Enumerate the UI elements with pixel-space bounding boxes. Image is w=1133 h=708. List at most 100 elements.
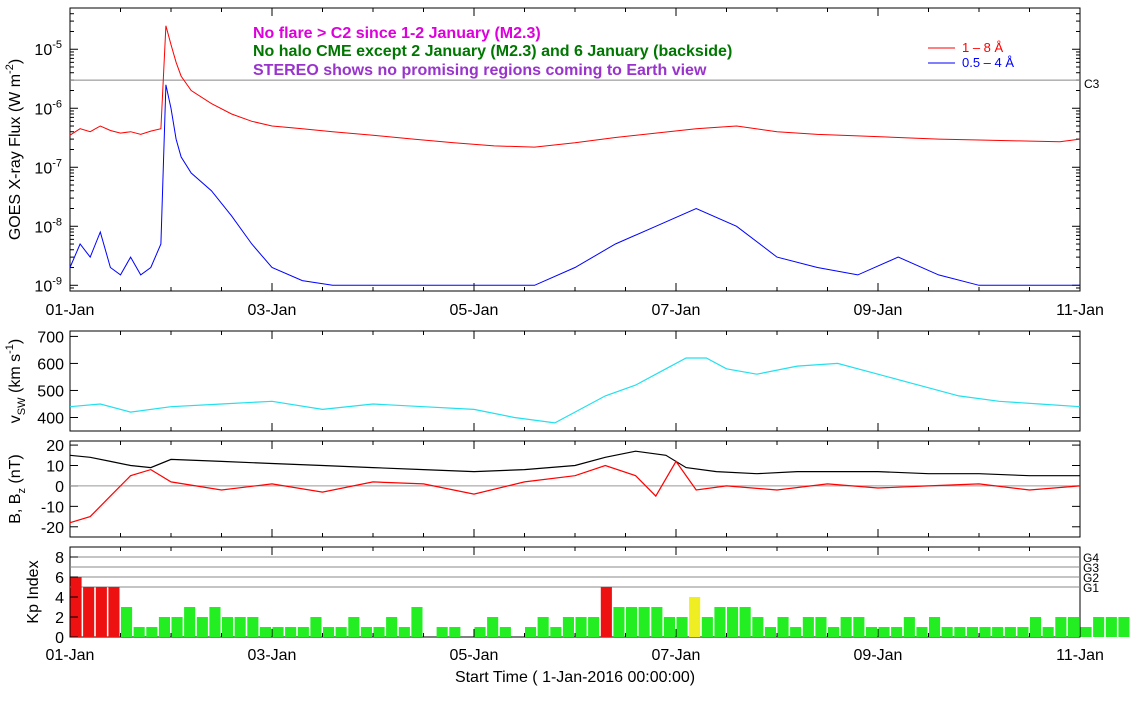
kp-bar: [954, 627, 966, 637]
kp-bar: [108, 587, 120, 637]
kp-bar: [1042, 627, 1054, 637]
x-tick-label: 03-Jan: [248, 302, 297, 319]
y-label-end: ): [7, 59, 24, 64]
y-label-sup: -2: [4, 64, 16, 74]
kp-bar: [222, 617, 234, 637]
kp-bar: [234, 617, 246, 637]
x-tick-label: 11-Jan: [1056, 302, 1104, 319]
annotation-line-flare: No flare > C2 since 1-2 January (M2.3): [253, 25, 541, 42]
y-label-sub: z: [16, 488, 28, 494]
kp-bar: [411, 607, 423, 637]
kp-bar: [714, 607, 726, 637]
xray-y-axis-label: GOES X-ray Flux (W m-2): [4, 59, 24, 240]
kp-bar: [676, 617, 688, 637]
y-label-rest: (km s: [7, 354, 24, 398]
y-tick-label: 10-8: [34, 216, 62, 236]
y-tick-label: 10-5: [34, 39, 62, 59]
kp-level-label: G4: [1083, 551, 1099, 565]
kp-bar: [840, 617, 852, 637]
kp-bar: [903, 617, 915, 637]
kp-level-label: G1: [1083, 581, 1099, 595]
kp-bar: [752, 617, 764, 637]
kp-bar: [891, 627, 903, 637]
kp-bar: [1055, 617, 1067, 637]
kp-bar: [588, 617, 600, 637]
y-tick-exponent: -7: [52, 157, 62, 169]
x-tick-label: 09-Jan: [854, 302, 903, 319]
vsw-y-axis-label: vSW (km s-1): [4, 339, 28, 423]
kp-bar: [487, 617, 499, 637]
kp-bar: [1080, 627, 1092, 637]
kp-bar: [272, 627, 284, 637]
kp-bar: [777, 617, 789, 637]
y-tick-base: 10: [34, 278, 52, 295]
kp-bar: [146, 627, 158, 637]
kp-bar: [83, 587, 95, 637]
b-y-axis-label: B, Bz (nT): [7, 454, 28, 524]
kp-bar: [739, 607, 751, 637]
kp-bar: [297, 627, 309, 637]
kp-bar: [790, 627, 802, 637]
legend-label-0-5-4A: 0.5 – 4 Å: [962, 55, 1014, 70]
kp-bar: [600, 587, 612, 637]
solar-wind-speed-line: [69, 357, 1081, 424]
xray-legend: 1 – 8 Å 0.5 – 4 Å: [928, 40, 1014, 70]
kp-level-label: G2: [1083, 571, 1099, 585]
kp-bar: [562, 617, 574, 637]
legend-label-1-8A: 1 – 8 Å: [962, 40, 1004, 55]
y-label-main: v: [7, 415, 24, 423]
kp-bar: [335, 627, 347, 637]
kp-y-axis-label: Kp Index: [25, 560, 42, 623]
magnetic-field-panel: -20 -10 0 10 20 B, Bz (nT): [7, 438, 1081, 538]
kp-bar: [449, 627, 461, 637]
c3-threshold-label: C3: [1084, 77, 1100, 91]
bz-line: [69, 460, 1081, 524]
b-total-line: [69, 450, 1080, 477]
kp-bar: [550, 627, 562, 637]
solar-wind-panel: 400 500 600 700 vSW (km s-1): [4, 329, 1081, 432]
y-tick-label: 0: [55, 630, 64, 647]
annotation-block: No flare > C2 since 1-2 January (M2.3) N…: [253, 25, 732, 79]
kp-bar: [815, 617, 827, 637]
kp-bar: [121, 607, 133, 637]
y-tick-exponent: -8: [52, 216, 62, 228]
kp-bar: [941, 627, 953, 637]
kp-bar: [171, 617, 183, 637]
kp-bar: [575, 617, 587, 637]
kp-bar: [323, 627, 335, 637]
y-tick-label: 8: [55, 550, 64, 567]
kp-bar: [701, 617, 713, 637]
kp-bar: [158, 617, 170, 637]
kp-bar: [537, 617, 549, 637]
plot-frame: [69, 330, 1081, 432]
y-tick-label: 600: [37, 356, 64, 373]
kp-bar: [853, 617, 865, 637]
kp-bar: [663, 617, 675, 637]
kp-bar: [1030, 617, 1042, 637]
y-tick-label: 6: [55, 570, 64, 587]
y-tick-label: 400: [37, 410, 64, 427]
xray-short-series-line: [69, 84, 1080, 286]
kp-bar: [1004, 627, 1016, 637]
kp-bar: [916, 627, 928, 637]
y-tick-exponent: -9: [52, 275, 62, 287]
kp-bar: [499, 627, 511, 637]
kp-bar: [373, 627, 385, 637]
y-label-sub: SW: [16, 397, 28, 415]
kp-bar: [310, 617, 322, 637]
x-tick-label: 05-Jan: [450, 647, 499, 664]
x-tick-label: 05-Jan: [450, 302, 499, 319]
kp-bar: [878, 627, 890, 637]
kp-bar: [398, 627, 410, 637]
kp-bar: [979, 627, 991, 637]
plot-frame: [69, 546, 1081, 638]
xray-long-series-line: [69, 25, 1081, 148]
y-tick-base: 10: [34, 42, 52, 59]
x-tick-label: 07-Jan: [652, 647, 701, 664]
kp-bar: [184, 607, 196, 637]
x-tick-label: 07-Jan: [652, 302, 701, 319]
kp-bar: [1067, 617, 1079, 637]
